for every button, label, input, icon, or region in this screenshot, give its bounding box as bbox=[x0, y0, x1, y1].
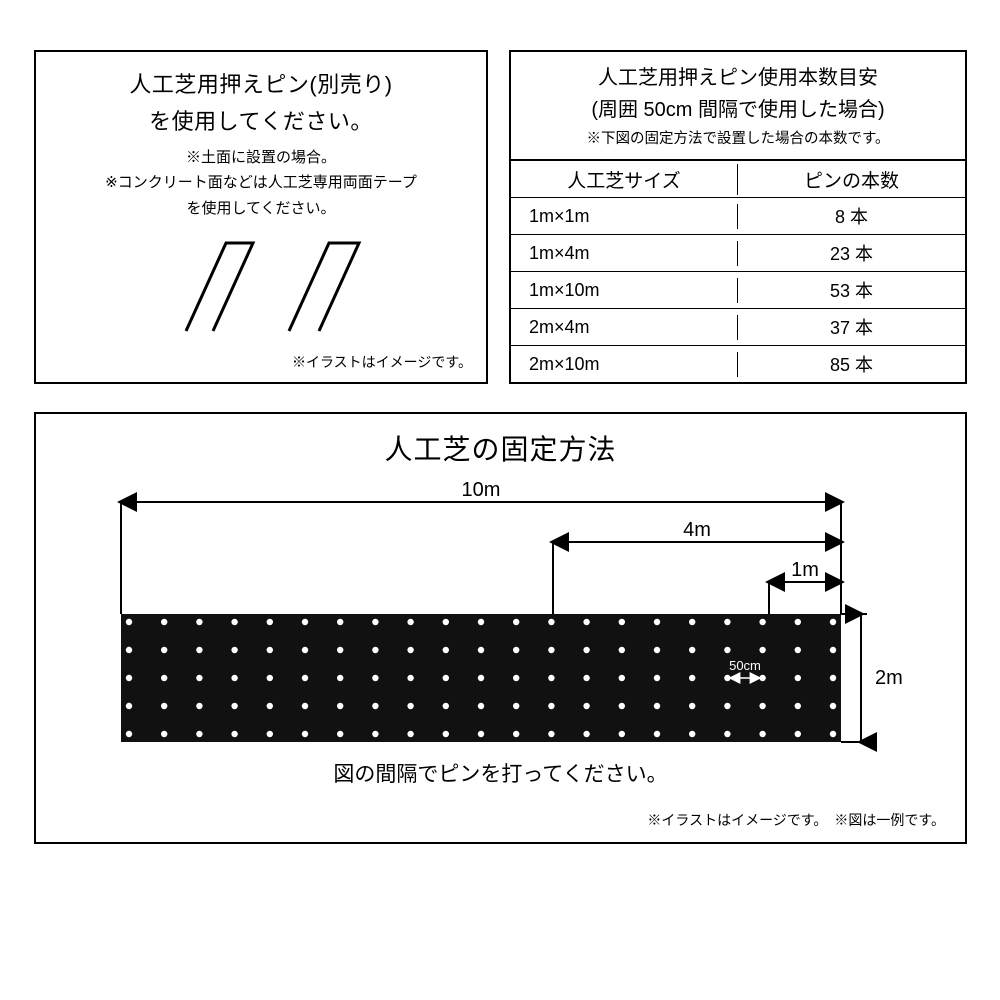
table-row: 1m×1m 8 本 bbox=[511, 198, 965, 235]
svg-text:2m: 2m bbox=[875, 667, 903, 689]
fixing-method-footnote: ※イラストはイメージです。 ※図は一例です。 bbox=[647, 810, 945, 830]
svg-text:1m: 1m bbox=[791, 559, 819, 581]
table-cell-size: 2m×10m bbox=[511, 352, 738, 377]
title-line2: を使用してください。 bbox=[149, 109, 373, 134]
pin-count-title: 人工芝用押えピン使用本数目安 (周囲 50cm 間隔で使用した場合) bbox=[519, 62, 957, 126]
pin-instruction-title: 人工芝用押えピン(別売り) を使用してください。 bbox=[36, 66, 486, 141]
pc-title-line2: (周囲 50cm 間隔で使用した場合) bbox=[591, 99, 884, 121]
svg-text:4m: 4m bbox=[683, 519, 711, 541]
fixing-method-title: 人工芝の固定方法 bbox=[36, 428, 965, 468]
pc-title-line1: 人工芝用押えピン使用本数目安 bbox=[598, 67, 878, 89]
fixing-method-diagram: 10m 4m 1m 50cm 2m bbox=[71, 474, 931, 754]
table-header-count: ピンの本数 bbox=[738, 164, 965, 195]
table-header-row: 人工芝サイズ ピンの本数 bbox=[511, 161, 965, 198]
note-line2: ※コンクリート面などは人工芝専用両面テープ bbox=[105, 174, 417, 191]
pin-instruction-footnote: ※イラストはイメージです。 bbox=[292, 352, 472, 372]
note-line3: を使用してください。 bbox=[186, 200, 335, 217]
table-cell-count: 23 本 bbox=[738, 238, 965, 268]
table-cell-count: 8 本 bbox=[738, 201, 965, 231]
table-cell-count: 85 本 bbox=[738, 349, 965, 379]
table-cell-count: 53 本 bbox=[738, 275, 965, 305]
fixing-method-caption: 図の間隔でピンを打ってください。 bbox=[36, 758, 965, 788]
table-cell-size: 1m×4m bbox=[511, 241, 738, 266]
table-cell-size: 1m×1m bbox=[511, 204, 738, 229]
table-cell-size: 1m×10m bbox=[511, 278, 738, 303]
title-line1: 人工芝用押えピン(別売り) bbox=[129, 72, 392, 97]
svg-text:50cm: 50cm bbox=[729, 658, 761, 673]
table-row: 2m×10m 85 本 bbox=[511, 346, 965, 382]
fixing-diagram-svg: 10m 4m 1m 50cm 2m bbox=[71, 474, 931, 754]
svg-text:10m: 10m bbox=[461, 479, 500, 501]
table-row: 1m×4m 23 本 bbox=[511, 235, 965, 272]
table-cell-size: 2m×4m bbox=[511, 315, 738, 340]
pin-count-header: 人工芝用押えピン使用本数目安 (周囲 50cm 間隔で使用した場合) ※下図の固… bbox=[511, 52, 965, 159]
pin-instruction-note: ※土面に設置の場合。 ※コンクリート面などは人工芝専用両面テープ を使用してくだ… bbox=[36, 145, 486, 222]
table-cell-count: 37 本 bbox=[738, 312, 965, 342]
table-row: 2m×4m 37 本 bbox=[511, 309, 965, 346]
note-line1: ※土面に設置の場合。 bbox=[186, 149, 336, 166]
staple-pin-icon bbox=[131, 221, 391, 341]
fixing-method-box: 人工芝の固定方法 bbox=[34, 412, 967, 844]
pin-count-box: 人工芝用押えピン使用本数目安 (周囲 50cm 間隔で使用した場合) ※下図の固… bbox=[509, 50, 967, 384]
pin-instruction-box: 人工芝用押えピン(別売り) を使用してください。 ※土面に設置の場合。 ※コンク… bbox=[34, 50, 488, 384]
table-header-size: 人工芝サイズ bbox=[511, 164, 738, 195]
pin-count-note: ※下図の固定方法で設置した場合の本数です。 bbox=[519, 128, 957, 151]
table-row: 1m×10m 53 本 bbox=[511, 272, 965, 309]
page: 人工芝用押えピン(別売り) を使用してください。 ※土面に設置の場合。 ※コンク… bbox=[0, 0, 1000, 1000]
pin-count-table: 人工芝サイズ ピンの本数 1m×1m 8 本 1m×4m 23 本 1m×10m… bbox=[511, 159, 965, 382]
